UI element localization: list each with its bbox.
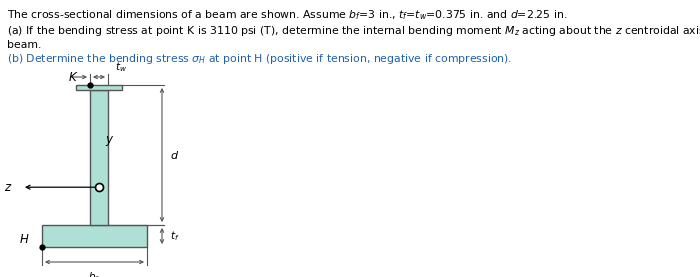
- Bar: [42, 225, 147, 247]
- Bar: [76, 85, 122, 90]
- Text: $t_f$: $t_f$: [170, 229, 179, 243]
- Text: The cross-sectional dimensions of a beam are shown. Assume $b_f$=3 in., $t_f$=$t: The cross-sectional dimensions of a beam…: [7, 8, 567, 22]
- Text: (b) Determine the bending stress $\sigma_H$ at point H (positive if tension, neg: (b) Determine the bending stress $\sigma…: [7, 52, 512, 66]
- Text: $y$: $y$: [105, 134, 114, 148]
- Text: $z$: $z$: [4, 181, 12, 194]
- Bar: [90, 90, 108, 225]
- Text: $t_w$: $t_w$: [115, 60, 127, 74]
- Text: $b_f$: $b_f$: [88, 270, 101, 277]
- Text: $H$: $H$: [20, 233, 30, 246]
- Text: (a) If the bending stress at point K is 3110 psi (T), determine the internal ben: (a) If the bending stress at point K is …: [7, 24, 700, 38]
- Text: $d$: $d$: [170, 149, 179, 161]
- Text: $K$: $K$: [67, 71, 78, 84]
- Text: beam.: beam.: [7, 40, 41, 50]
